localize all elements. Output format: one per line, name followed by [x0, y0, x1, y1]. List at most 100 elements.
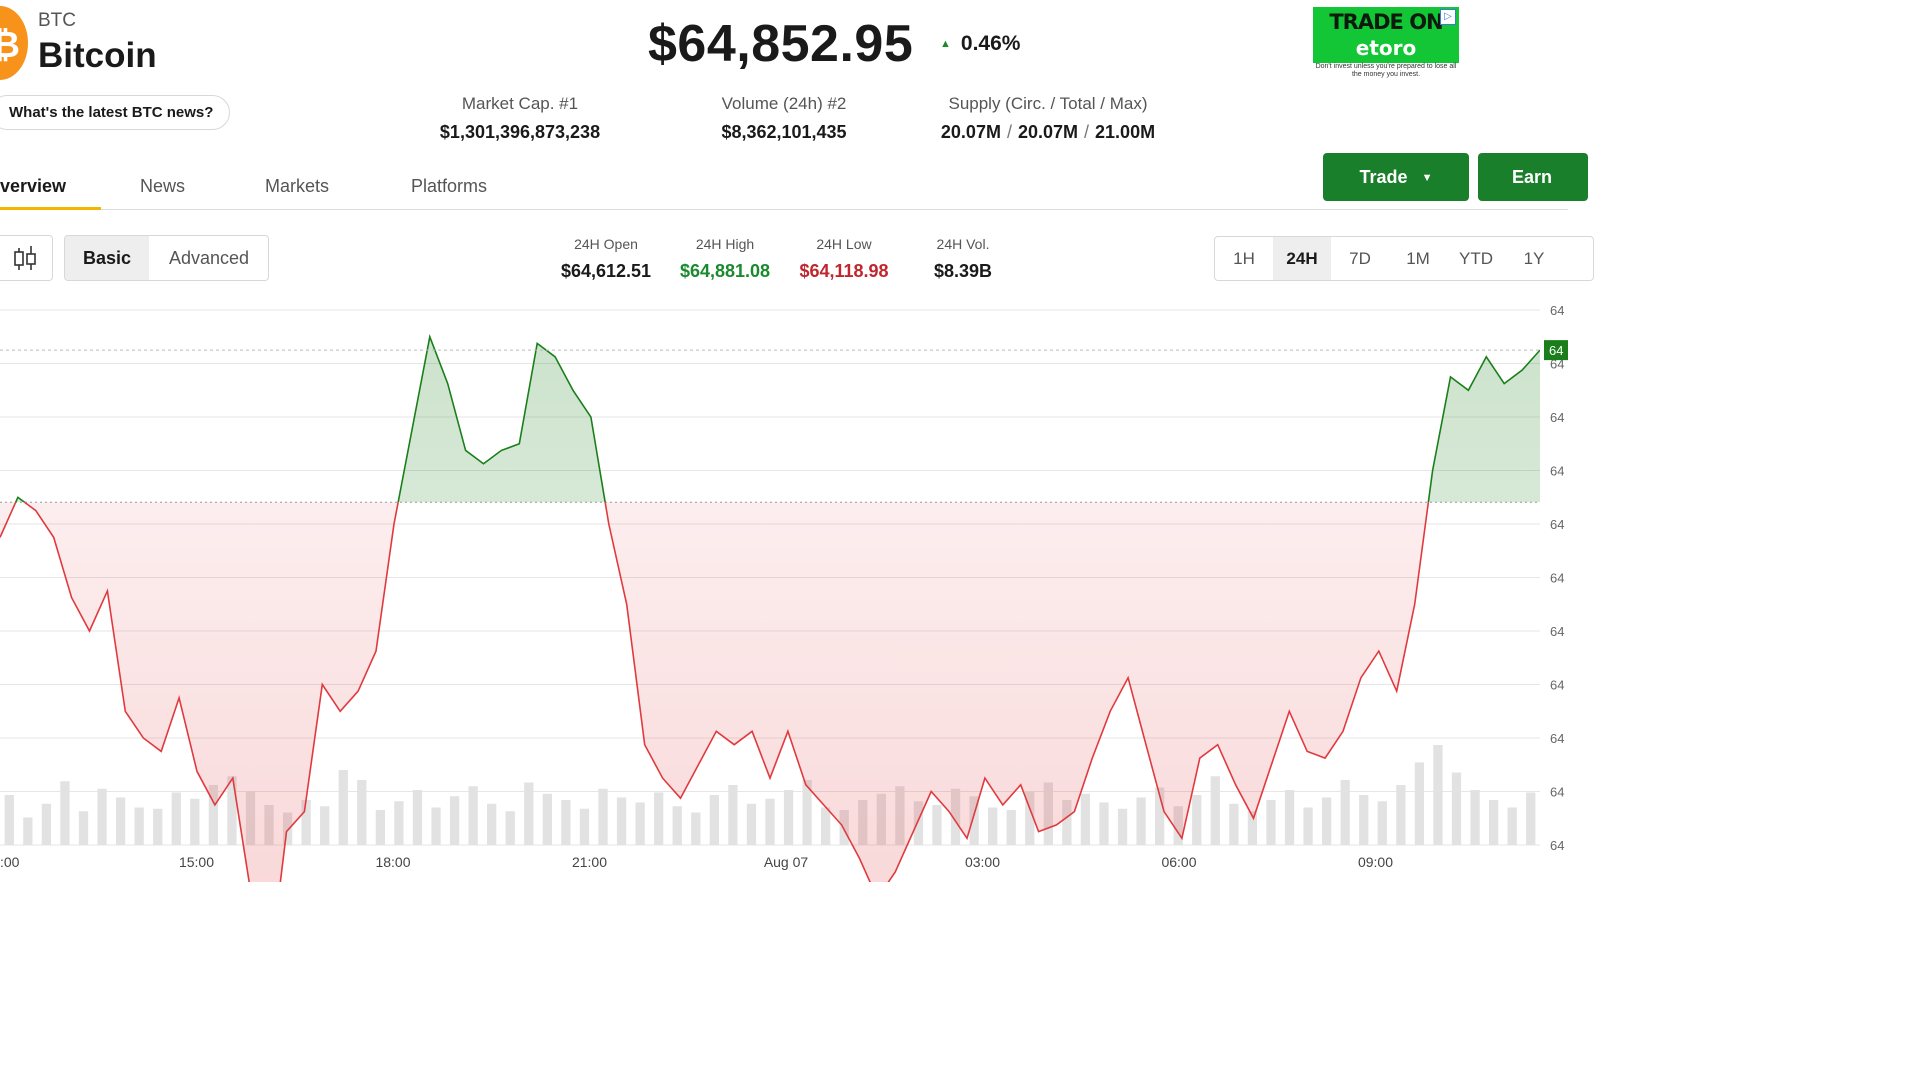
supply-stat: Supply (Circ. / Total / Max) 20.07M/20.0…	[918, 94, 1178, 143]
volume-stat: Volume (24h) #2 $8,362,101,435	[684, 94, 884, 143]
volume-bar	[97, 788, 107, 845]
volume-bar	[1488, 800, 1499, 845]
open-label: 24H Open	[574, 236, 638, 252]
volume-bar	[60, 781, 70, 845]
y-tick-label: 64	[1550, 517, 1564, 532]
volume-bar	[1099, 802, 1109, 845]
volume-bar	[1526, 792, 1536, 845]
volume-bar	[41, 803, 52, 845]
trade-label: Trade	[1359, 167, 1408, 187]
current-price: $64,852.95	[648, 15, 914, 73]
volume-bar	[913, 801, 924, 845]
volume-bar	[208, 785, 219, 845]
volume-bar	[542, 793, 552, 845]
bitcoin-logo-icon: ₿	[0, 6, 28, 80]
volume-bar	[1062, 800, 1072, 845]
ohlc-low: 24H Low $64,118.98	[790, 236, 898, 282]
volume-bar	[672, 806, 682, 845]
high-label: 24H High	[695, 236, 755, 252]
open-value: $64,612.51	[560, 261, 652, 281]
volume-bar	[635, 802, 645, 845]
volume-label: Volume (24h) #2	[721, 94, 847, 113]
volume-bar	[728, 785, 738, 845]
y-tick-label: 64	[1550, 303, 1564, 318]
advanced-mode-button[interactable]: Advanced	[168, 248, 250, 268]
y-tick-label: 64	[1550, 571, 1564, 586]
volume-bar	[1284, 790, 1295, 845]
market-cap-stat: Market Cap. #1 $1,301,396,873,238	[420, 94, 620, 143]
volume-bar	[1006, 810, 1016, 845]
ohlc-volume: 24H Vol. $8.39B	[918, 236, 1008, 282]
volume-bar	[1377, 801, 1387, 845]
volume-bar	[153, 808, 163, 845]
range-1m[interactable]: 1M	[1406, 249, 1430, 268]
market-cap-value: $1,301,396,873,238	[439, 122, 601, 142]
tab-platforms[interactable]: Platforms	[411, 176, 488, 196]
price-change: ▲ 0.46%	[940, 32, 1020, 56]
volume-bar	[783, 790, 794, 845]
current-price-tag-label: 64	[1549, 343, 1563, 358]
supply-max: 21.00M	[1095, 122, 1156, 142]
etoro-ad[interactable]: TRADE ON etoro ▷ Don't invest unless you…	[1313, 7, 1459, 79]
volume-bar	[1321, 797, 1332, 845]
x-tick-label: 15:00	[179, 854, 214, 870]
range-1h[interactable]: 1H	[1233, 249, 1255, 268]
supply-values: 20.07M/20.07M/21.00M	[918, 122, 1178, 143]
latest-news-button[interactable]: What's the latest BTC news?	[0, 95, 231, 130]
volume-bar	[412, 790, 423, 845]
y-tick-label: 64	[1550, 357, 1564, 372]
volume-bar	[709, 795, 719, 845]
volume-bar	[1192, 795, 1202, 845]
volume-bar	[1470, 790, 1480, 845]
range-24h[interactable]: 24H	[1273, 237, 1331, 280]
volume-bar	[1359, 795, 1369, 845]
supply-separator: /	[1006, 122, 1012, 142]
volume-bar	[1117, 808, 1128, 845]
volume-bar	[1155, 787, 1165, 845]
x-tick-label: 03:00	[965, 854, 1000, 870]
price-line-down	[0, 502, 1430, 882]
tab-news[interactable]: News	[140, 176, 186, 196]
trade-button[interactable]: Trade ▼	[1323, 153, 1469, 201]
ad-choices-icon[interactable]: ▷	[1440, 9, 1456, 25]
volume-bar	[449, 796, 460, 845]
volume-bar	[1414, 762, 1425, 845]
price-change-percent: 0.46%	[960, 32, 1021, 55]
volume-bar	[134, 807, 144, 845]
volume-bar	[171, 792, 181, 845]
volume-bar	[561, 800, 571, 845]
volume-bar	[691, 812, 701, 845]
range-7d[interactable]: 7D	[1349, 249, 1371, 268]
supply-circulating: 20.07M	[940, 122, 1001, 142]
range-1y[interactable]: 1Y	[1523, 249, 1545, 268]
volume-bar	[1433, 745, 1443, 845]
tab-overview[interactable]: verview	[0, 176, 67, 196]
etoro-logo: etoro	[1355, 36, 1417, 60]
earn-button[interactable]: Earn	[1478, 153, 1588, 201]
volume-bar	[487, 803, 497, 845]
coin-ticker: BTC	[38, 10, 76, 31]
high-value: $64,881.08	[679, 261, 771, 281]
volume-bar	[579, 808, 590, 845]
chart-mode-toggle: Basic Advanced	[64, 235, 269, 281]
range-ytd[interactable]: YTD	[1459, 249, 1493, 268]
tab-markets[interactable]: Markets	[265, 176, 330, 196]
x-tick-label: Aug 07	[764, 854, 809, 870]
volume-value: $8,362,101,435	[721, 122, 847, 142]
volume-bar	[654, 792, 664, 845]
ad-banner[interactable]: TRADE ON etoro ▷	[1313, 7, 1459, 63]
volume-bar	[431, 807, 441, 845]
volume-bar	[1303, 807, 1313, 845]
price-area-below	[0, 502, 1540, 882]
basic-mode-button[interactable]: Basic	[65, 236, 149, 280]
volume-bar	[524, 782, 534, 845]
y-tick-label: 64	[1550, 838, 1564, 853]
volume-bar	[1210, 776, 1220, 845]
volume-bar	[320, 806, 330, 845]
volume-bar	[1025, 791, 1035, 845]
candlestick-toggle-button[interactable]	[0, 235, 53, 281]
volume-bar	[746, 803, 757, 845]
volume-bar	[616, 797, 627, 845]
coin-name: Bitcoin	[38, 36, 157, 75]
